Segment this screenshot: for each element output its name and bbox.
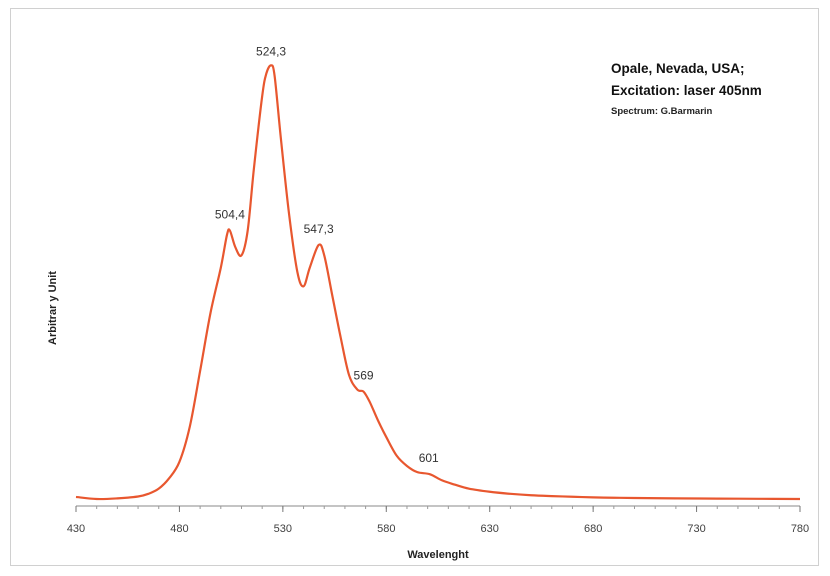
x-tick-label: 430 [67, 523, 85, 535]
x-axis: 430 480 530 580 630 680 730 780 [67, 505, 809, 535]
x-tick-label: 480 [170, 523, 188, 535]
chart-subtitle: Excitation: laser 405nm [611, 83, 762, 98]
chart-title: Opale, Nevada, USA; [611, 61, 745, 76]
peak-labels: 504,4 524,3 547,3 569 601 [215, 44, 439, 465]
peak-label: 504,4 [215, 208, 245, 222]
x-tick-label: 530 [274, 523, 292, 535]
x-tick-label: 780 [791, 523, 809, 535]
x-axis-title: Wavelenght [407, 549, 469, 561]
chart-frame [10, 8, 819, 566]
peak-label: 547,3 [304, 222, 334, 236]
y-axis-title: Arbitrar y Unit [47, 271, 59, 345]
x-tick-label: 630 [481, 523, 499, 535]
x-tick-label: 580 [377, 523, 395, 535]
chart-credit: Spectrum: G.Barmarin [611, 106, 713, 117]
x-tick-label: 730 [687, 523, 705, 535]
peak-label: 524,3 [256, 44, 286, 58]
x-tick-label: 680 [584, 523, 602, 535]
plot-area [75, 64, 801, 501]
spectrum-series-line [75, 64, 801, 501]
peak-label: 569 [354, 369, 374, 383]
peak-label: 601 [419, 451, 439, 465]
